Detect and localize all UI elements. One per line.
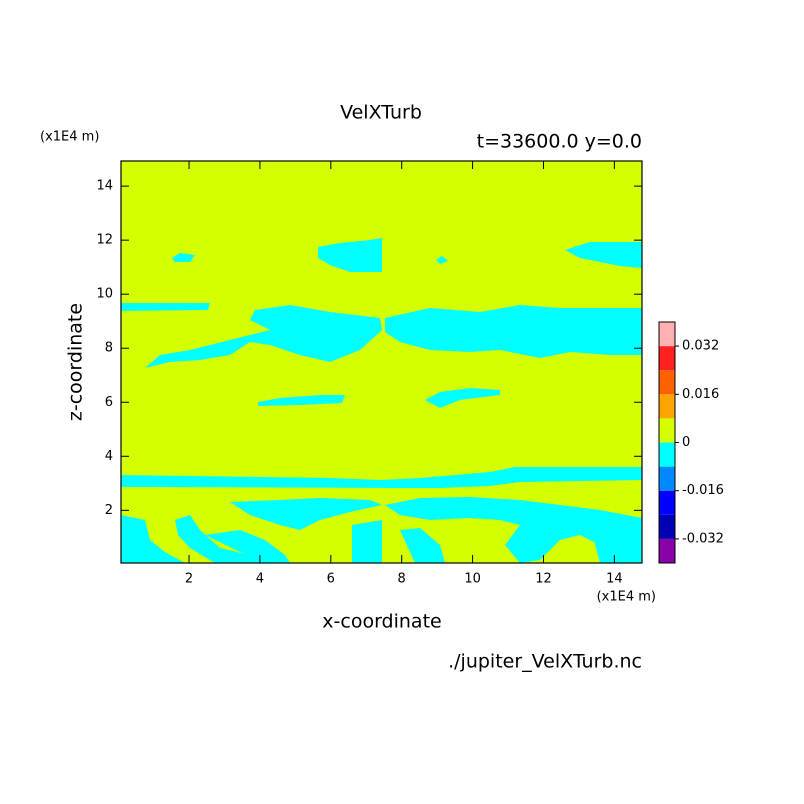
colorbar-band xyxy=(659,442,675,467)
x-tick-label: 6 xyxy=(327,572,335,587)
contour-background xyxy=(121,161,642,563)
contour-region xyxy=(258,395,345,406)
colorbar-band xyxy=(659,346,675,371)
contour-region xyxy=(172,253,195,262)
contour-region xyxy=(565,242,642,268)
colorbar-tick-label: 0 xyxy=(682,435,690,450)
x-axis-label: x-coordinate xyxy=(322,611,441,633)
colorbar-tick-label: -0.032 xyxy=(682,531,724,546)
x-tick-label: 14 xyxy=(606,572,623,587)
contour-region xyxy=(352,520,382,563)
y-tick-label: 14 xyxy=(96,179,113,194)
x-unit: (x1E4 m) xyxy=(597,590,656,605)
file-name: ./jupiter_VelXTurb.nc xyxy=(448,651,642,673)
contour-region xyxy=(121,467,642,488)
contour-region xyxy=(385,305,642,358)
y-tick-label: 12 xyxy=(96,233,113,248)
contour-region xyxy=(145,305,382,368)
colorbar-band xyxy=(659,490,675,515)
contour-region xyxy=(121,303,210,311)
contour-region xyxy=(425,388,500,408)
contour-region xyxy=(436,256,448,264)
colorbar-band xyxy=(659,394,675,419)
y-tick-label: 10 xyxy=(96,287,113,302)
colorbar-band xyxy=(659,322,675,347)
chart-title: VelXTurb xyxy=(340,102,422,124)
y-unit: (x1E4 m) xyxy=(40,130,99,145)
contour-region xyxy=(385,497,642,563)
colorbar-tick-label: 0.032 xyxy=(682,339,719,354)
contour-region xyxy=(121,515,185,563)
colorbar-tick-label: 0.016 xyxy=(682,387,719,402)
colorbar-tick-label: -0.016 xyxy=(682,483,724,498)
y-tick-label: 8 xyxy=(105,341,113,356)
y-tick-label: 6 xyxy=(105,395,113,410)
contour-region xyxy=(318,238,382,272)
y-tick-label: 2 xyxy=(105,503,113,518)
colorbar-band xyxy=(659,514,675,539)
contour-region xyxy=(230,498,382,530)
chart-subtitle: t=33600.0 y=0.0 xyxy=(477,131,642,153)
contour-regions xyxy=(121,238,642,563)
contour-region xyxy=(400,528,445,563)
colorbar-band xyxy=(659,466,675,491)
contour-region xyxy=(175,515,270,563)
x-tick-label: 10 xyxy=(464,572,481,587)
y-axis-label: z-coordinate xyxy=(65,303,87,421)
x-tick-label: 12 xyxy=(535,572,552,587)
x-tick-label: 8 xyxy=(398,572,406,587)
x-tick-label: 4 xyxy=(256,572,264,587)
colorbar-band xyxy=(659,538,675,563)
colorbar-band xyxy=(659,370,675,395)
x-tick-label: 2 xyxy=(185,572,193,587)
contour-region xyxy=(590,520,642,563)
colorbar-band xyxy=(659,418,675,443)
plot-frame xyxy=(120,160,643,564)
contour-region xyxy=(205,530,290,563)
y-tick-label: 4 xyxy=(105,449,113,464)
